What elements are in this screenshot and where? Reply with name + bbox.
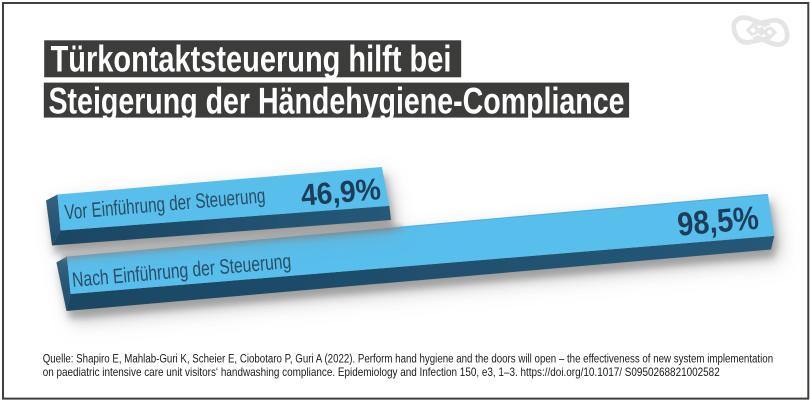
svg-text:Türkontaktsteuerung hilft bei: Türkontaktsteuerung hilft bei: [51, 39, 452, 80]
svg-text:on paediatric intensive care u: on paediatric intensive care unit visito…: [43, 366, 720, 379]
svg-text:46,9%: 46,9%: [300, 172, 383, 213]
svg-text:Quelle: Shapiro E, Mahlab-Guri: Quelle: Shapiro E, Mahlab-Guri K, Scheie…: [43, 353, 773, 366]
svg-text:98,5%: 98,5%: [676, 199, 760, 243]
svg-text:Steigerung der Händehygiene-Co: Steigerung der Händehygiene-Compliance: [49, 81, 625, 122]
